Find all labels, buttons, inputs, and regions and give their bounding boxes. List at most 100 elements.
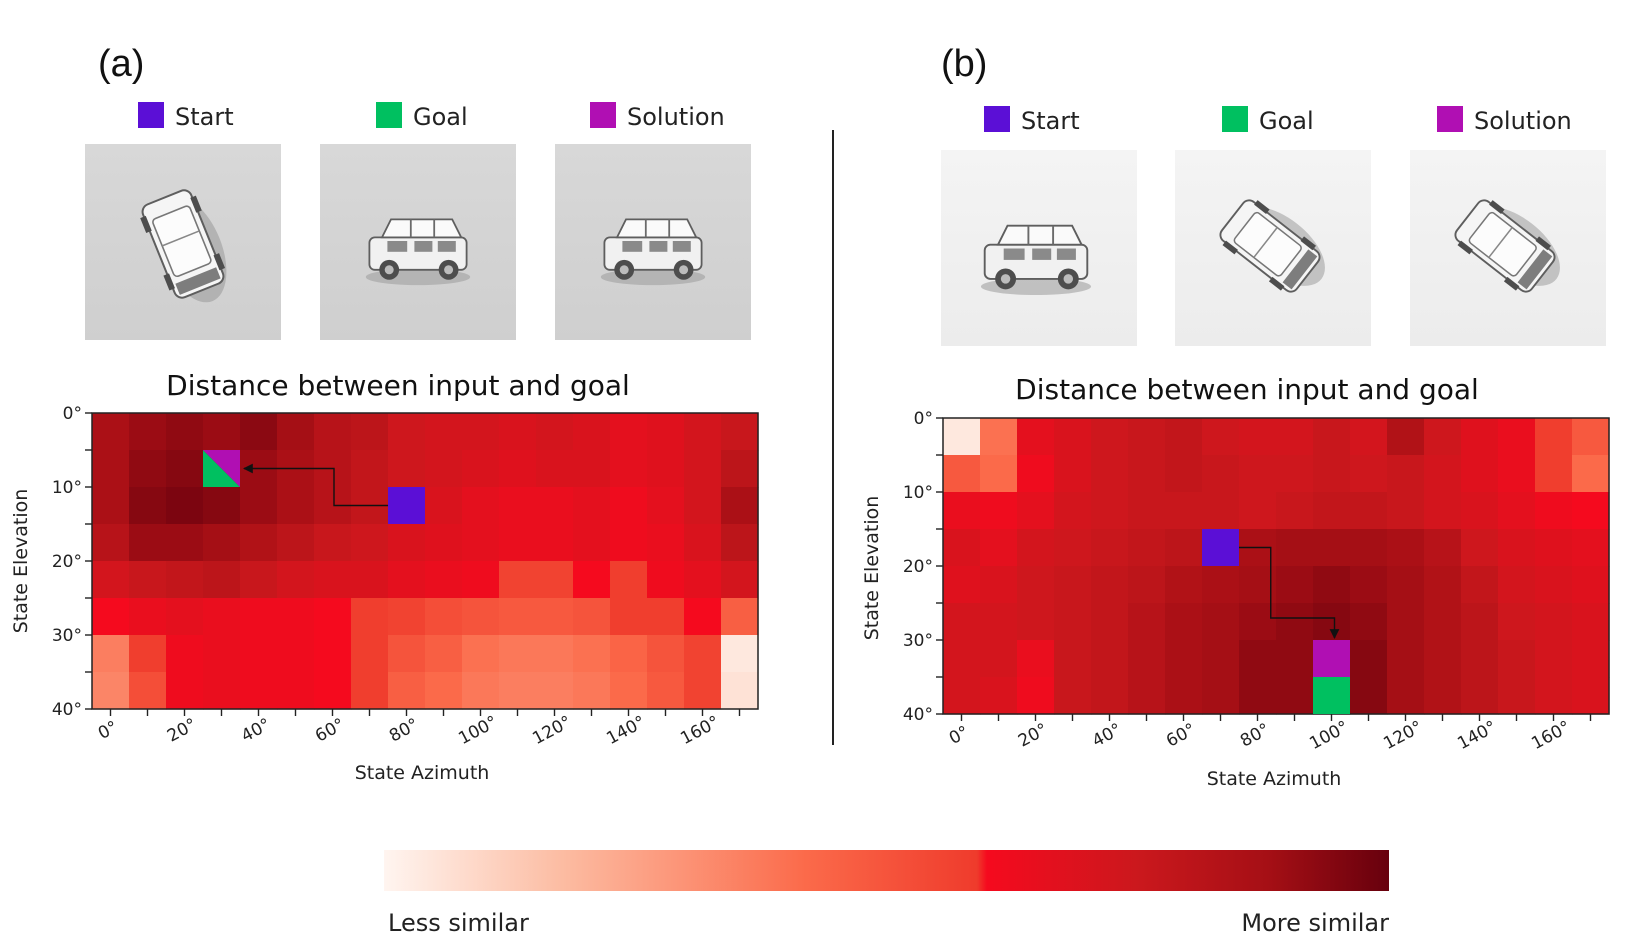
heatmap-cell (721, 524, 759, 562)
heatmap-cell (684, 672, 722, 710)
heatmap-cell (536, 561, 574, 599)
heatmap-cell (1572, 418, 1610, 456)
legend-solution-swatch (1437, 106, 1463, 132)
heatmap-cell (1313, 492, 1351, 530)
heatmap-cell (1276, 418, 1314, 456)
legend-a: Start Goal Solution (138, 102, 725, 131)
y-tick-label: 0° (914, 409, 933, 429)
heatmap-cell (1202, 603, 1240, 641)
heatmap-cell (203, 487, 241, 525)
heatmap-cell (1572, 455, 1610, 493)
heatmap-cell (1572, 640, 1610, 678)
heatmap-cell (351, 635, 389, 673)
heatmap-cell (499, 487, 537, 525)
heatmap-cell (92, 561, 130, 599)
x-tick-label: 160° (1528, 717, 1574, 754)
x-tick-label: 0° (946, 722, 972, 749)
heatmap-cell (684, 524, 722, 562)
x-tick-label: 80° (386, 715, 422, 747)
heatmap-cell (980, 492, 1018, 530)
heatmap-cell (388, 450, 426, 488)
heatmap-cell (1165, 492, 1203, 530)
legend-start-label: Start (175, 103, 234, 131)
heatmap-cell (573, 524, 611, 562)
heatmap-cell (721, 450, 759, 488)
x-tick-label: 20° (1015, 720, 1051, 752)
heatmap-cell (1387, 640, 1425, 678)
heatmap-cell (721, 561, 759, 599)
heatmap-cell (351, 413, 389, 451)
heatmap-cell (462, 487, 500, 525)
heatmap-cell (425, 635, 463, 673)
heatmap-cell (980, 603, 1018, 641)
heatmap-cell (1017, 677, 1055, 715)
heatmap-cell (1350, 566, 1388, 604)
heatmap-cell (203, 598, 241, 636)
heatmap-cell (684, 487, 722, 525)
heatmap-cell (1313, 455, 1351, 493)
heatmap-cell (573, 450, 611, 488)
heatmap-cell (1424, 418, 1462, 456)
heatmap-cell (388, 672, 426, 710)
heatmap-cell (1572, 566, 1610, 604)
x-tick-label: 120° (529, 712, 575, 749)
x-tick-label: 20° (164, 715, 200, 747)
heatmap-cell (425, 672, 463, 710)
heatmap-cell (1276, 640, 1314, 678)
heatmap-cell (1387, 455, 1425, 493)
heatmap-cell (1424, 529, 1462, 567)
x-tick-label: 60° (1163, 720, 1199, 752)
y-tick-label: 0° (63, 404, 82, 424)
heatmap-cell (499, 598, 537, 636)
heatmap-cell (943, 603, 981, 641)
heatmap-cell (166, 413, 204, 451)
heatmap-cell (1202, 640, 1240, 678)
heatmap-cell (943, 455, 981, 493)
heatmap-cell (240, 672, 278, 710)
colorbar-low-label: Less similar (388, 909, 529, 937)
heatmap-cell (1535, 455, 1573, 493)
heatmap-cell (1498, 640, 1536, 678)
heatmap-cell (1350, 677, 1388, 715)
panel-b: (b) Start Goal Solution Distance between… (861, 43, 1610, 790)
heatmap-cell (1165, 677, 1203, 715)
x-tick-label: 160° (677, 712, 723, 749)
heatmap-cell (1239, 640, 1277, 678)
heatmap-cell (610, 561, 648, 599)
heatmap-cell (684, 450, 722, 488)
chart-b-xlabel: State Azimuth (1207, 768, 1342, 790)
panel-a: (a) Start Goal Solution Distance between… (10, 43, 759, 784)
legend-start-swatch (984, 106, 1010, 132)
heatmap-cell (1091, 455, 1129, 493)
heatmap-cell (980, 418, 1018, 456)
panel-a-label: (a) (98, 43, 144, 85)
colorbar-gradient (384, 850, 1389, 891)
heatmap-cell (462, 672, 500, 710)
heatmap-cell (92, 450, 130, 488)
heatmap-cell (721, 487, 759, 525)
heatmap-cell (1350, 603, 1388, 641)
heatmap-cell (647, 561, 685, 599)
heatmap-cell (1572, 492, 1610, 530)
heatmap-cell (1424, 640, 1462, 678)
heatmap-cell (1350, 455, 1388, 493)
heatmap-cell (1239, 677, 1277, 715)
heatmap-cell (1387, 603, 1425, 641)
heatmap-cell (1054, 455, 1092, 493)
heatmap-cell (647, 450, 685, 488)
heatmap-cell (1313, 529, 1351, 567)
heatmap-cell (129, 635, 167, 673)
heatmap-cell (1165, 603, 1203, 641)
heatmap-cell (277, 487, 315, 525)
heatmap-cell (1017, 566, 1055, 604)
heatmap-cell (610, 598, 648, 636)
heatmap-cell (1165, 418, 1203, 456)
x-tick-label: 140° (603, 712, 649, 749)
goal-car-view (1175, 150, 1371, 346)
heatmap-cell (647, 672, 685, 710)
heatmap-cell (1017, 455, 1055, 493)
heatmap-cell (314, 561, 352, 599)
heatmap-cell (1128, 455, 1166, 493)
heatmap-cell (1091, 603, 1129, 641)
heatmap-cell (610, 524, 648, 562)
